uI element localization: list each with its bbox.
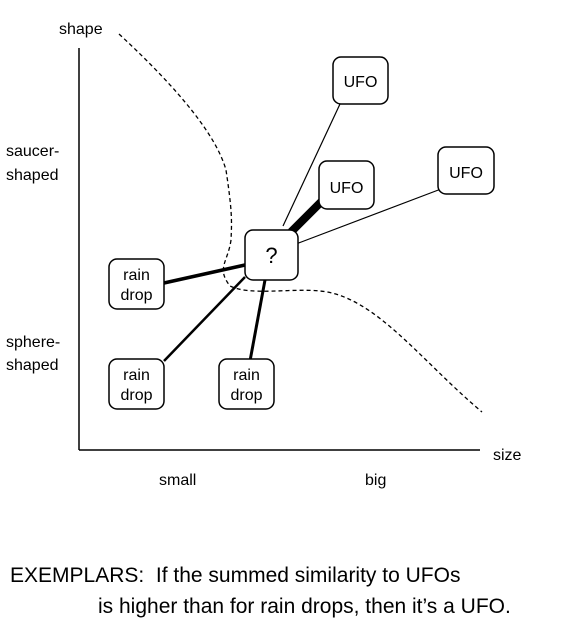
raindrop-bottom-left-line1: rain xyxy=(123,367,150,384)
y-label-sphere-2: shaped xyxy=(6,357,59,374)
query-item: ? xyxy=(244,229,299,281)
query-label: ? xyxy=(265,243,277,268)
x-label-big: big xyxy=(365,472,386,489)
raindrop-bottom-left-line2: drop xyxy=(120,387,152,404)
link-raindrop-bottom-left xyxy=(163,276,246,362)
y-label-saucer-2: shaped xyxy=(6,167,59,184)
link-ufo-mid xyxy=(288,197,326,235)
ufo-exemplar-right: UFO xyxy=(437,146,495,195)
raindrop-left-line2: drop xyxy=(120,287,152,304)
y-label-sphere-1: sphere- xyxy=(6,334,60,351)
y-label-saucer-1: saucer- xyxy=(6,143,59,160)
ufo-exemplar-top: UFO xyxy=(332,56,389,105)
raindrop-bottom-mid-line1: rain xyxy=(233,367,260,384)
raindrop-exemplar-bottom-left: rain drop xyxy=(108,358,165,410)
ufo-top-label: UFO xyxy=(344,74,378,91)
link-ufo-top xyxy=(282,103,341,227)
link-raindrop-bottom-mid xyxy=(248,279,267,362)
link-raindrop-left xyxy=(163,263,246,285)
ufo-right-label: UFO xyxy=(449,165,483,182)
x-label-small: small xyxy=(159,472,196,489)
raindrop-exemplar-bottom-mid: rain drop xyxy=(218,358,275,410)
ufo-exemplar-mid: UFO xyxy=(318,160,375,210)
x-axis-title: size xyxy=(493,447,522,464)
raindrop-exemplar-left: rain drop xyxy=(108,258,165,310)
raindrop-bottom-mid-line2: drop xyxy=(230,387,262,404)
caption-line-1: EXEMPLARS: If the summed similarity to U… xyxy=(10,564,461,587)
caption-line-2: is higher than for rain drops, then it’s… xyxy=(98,595,511,618)
ufo-mid-label: UFO xyxy=(330,180,364,197)
link-ufo-right xyxy=(295,188,442,245)
raindrop-left-line1: rain xyxy=(123,267,150,284)
y-axis-title: shape xyxy=(59,21,103,38)
